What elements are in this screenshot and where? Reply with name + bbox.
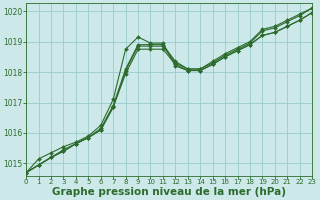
X-axis label: Graphe pression niveau de la mer (hPa): Graphe pression niveau de la mer (hPa) [52,187,286,197]
